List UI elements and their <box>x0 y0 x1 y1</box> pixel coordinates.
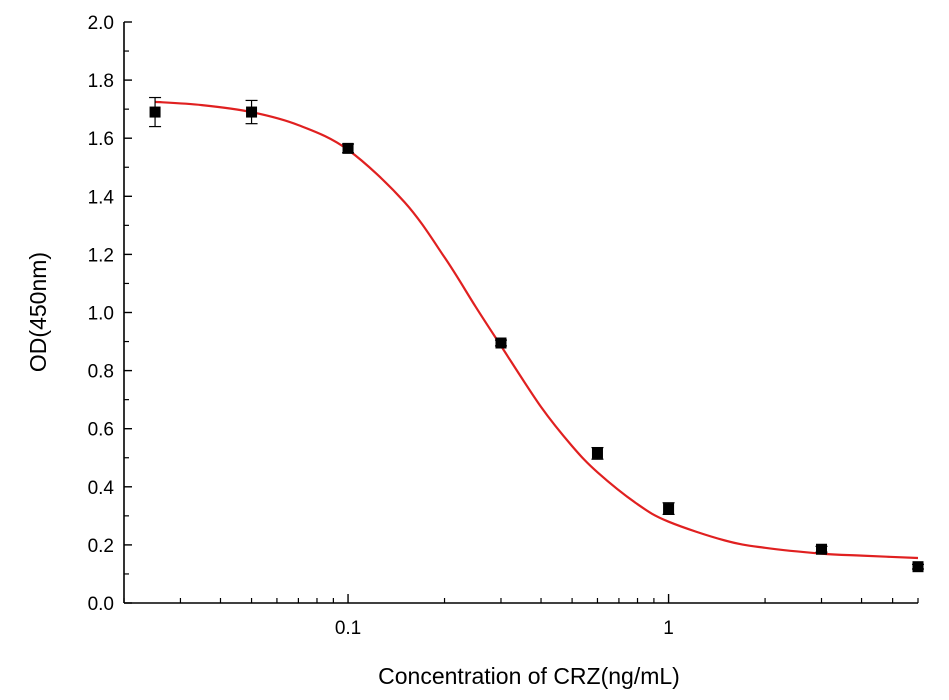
y-tick-label: 0.2 <box>88 536 114 557</box>
data-point-marker <box>816 543 828 555</box>
y-tick-label: 0.0 <box>88 594 114 615</box>
y-tick-label: 1.4 <box>88 187 115 208</box>
data-point <box>662 502 675 515</box>
fit-curve-layer <box>155 100 919 560</box>
y-tick-label: 1.8 <box>88 71 114 92</box>
data-point <box>815 543 828 555</box>
data-point-marker <box>342 142 354 154</box>
data-point <box>149 96 162 128</box>
x-axis-title: Concentration of CRZ(ng/mL) <box>378 663 680 689</box>
y-tick-label: 1.6 <box>88 129 114 150</box>
axes: 0.0 0.2 0.4 0.6 0.8 1.0 1.2 1.4 1.6 1.8 2.0 0.1 1 <box>88 13 919 639</box>
y-tick-label: 0.4 <box>88 478 115 499</box>
y-axis-title: OD(450nm) <box>25 252 51 372</box>
data-point-marker <box>246 106 258 118</box>
y-tick-label: 0.8 <box>88 362 114 383</box>
fit-curve-line <box>155 100 919 560</box>
data-points-layer <box>149 96 924 573</box>
data-point-marker <box>591 447 603 459</box>
data-point-marker <box>663 503 675 515</box>
y-tick-label: 2.0 <box>88 13 114 34</box>
data-point <box>591 446 604 460</box>
y-tick-label: 1.0 <box>88 304 114 325</box>
x-tick-label: 1 <box>663 618 674 639</box>
data-point-marker <box>495 337 507 349</box>
data-point <box>342 142 355 154</box>
y-tick-label: 1.2 <box>88 245 114 266</box>
x-tick-label: 0.1 <box>335 618 361 639</box>
data-point-marker <box>912 561 924 573</box>
y-tick-label: 0.6 <box>88 420 114 441</box>
data-point <box>494 337 507 349</box>
data-point <box>245 99 258 125</box>
data-point-marker <box>149 106 161 118</box>
data-point <box>912 561 924 573</box>
